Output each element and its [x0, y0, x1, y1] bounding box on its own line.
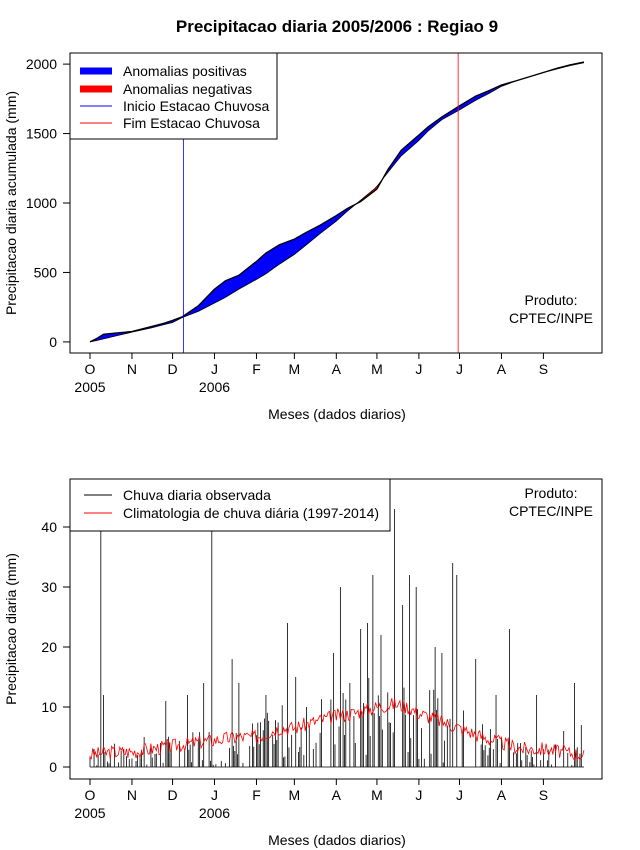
legend-chuva-observada: Chuva diaria observada: [123, 487, 271, 503]
bottom-x-tick-label: S: [539, 787, 548, 803]
top-y-tick-label: 2000: [26, 56, 57, 72]
legend-anomalias-positivas: Anomalias positivas: [123, 63, 247, 79]
bottom-y-tick-label: 40: [41, 519, 57, 535]
legend-climatologia: Climatologia de chuva diária (1997-2014): [123, 505, 379, 521]
top-y-tick-label: 1500: [26, 126, 57, 142]
top-x-tick-label: A: [332, 361, 342, 377]
bottom-credit-line2: CPTEC/INPE: [509, 503, 593, 519]
bottom-x-tick-label: J: [415, 787, 422, 803]
top-x-axis: O N D J F M A M J J A S 2005 2006: [74, 353, 548, 395]
bottom-credit-line1: Produto:: [525, 485, 578, 501]
bottom-x-axis: O N D J F M A M J J A S 2005 2006: [74, 779, 548, 821]
top-panel: 0 500 1000 1500 2000 O N D J F M A M J J A S 2005 2006 Pr…: [3, 52, 603, 422]
bottom-plot-elements: [89, 509, 585, 768]
climatology-daily-line: [89, 698, 585, 762]
bottom-x-tick-label: A: [497, 787, 507, 803]
bottom-year-label: 2006: [199, 805, 230, 821]
top-x-tick-label: J: [211, 361, 218, 377]
bottom-x-tick-label: O: [85, 787, 96, 803]
legend-fim-estacao: Fim Estacao Chuvosa: [123, 115, 260, 131]
bottom-y-axis: 0 10 20 30 40: [41, 519, 70, 775]
bottom-legend: Chuva diaria observada Climatologia de c…: [69, 478, 391, 532]
top-x-tick-label: M: [371, 361, 383, 377]
legend-anomalias-negativas: Anomalias negativas: [123, 81, 252, 97]
observed-cumulative-line: [89, 61, 585, 343]
bottom-x-tick-label: M: [289, 787, 301, 803]
top-credit-line2: CPTEC/INPE: [509, 310, 593, 326]
top-year-label: 2005: [74, 379, 105, 395]
bottom-y-axis-label: Precipitacao diaria (mm): [3, 553, 19, 705]
bottom-x-tick-label: A: [332, 787, 342, 803]
top-x-tick-label: O: [85, 361, 96, 377]
top-y-axis-label: Precipitacao diaria acumulada (mm): [3, 91, 19, 315]
chart-title: Precipitacao diaria 2005/2006 : Regiao 9: [176, 17, 498, 36]
legend-inicio-estacao: Inicio Estacao Chuvosa: [123, 98, 270, 114]
bottom-x-tick-label: M: [371, 787, 383, 803]
top-x-tick-label: D: [167, 361, 177, 377]
top-x-tick-label: N: [127, 361, 137, 377]
bottom-y-tick-label: 0: [49, 759, 57, 775]
bottom-y-tick-label: 10: [41, 699, 57, 715]
top-x-tick-label: S: [539, 361, 548, 377]
bottom-year-label: 2005: [74, 805, 105, 821]
top-legend-box: [69, 52, 278, 140]
top-credit-line1: Produto:: [525, 292, 578, 308]
top-y-tick-label: 1000: [26, 195, 57, 211]
top-y-tick-label: 0: [49, 334, 57, 350]
top-x-tick-label: A: [497, 361, 507, 377]
climatology-cumulative-line: [89, 62, 585, 343]
top-x-tick-label: M: [289, 361, 301, 377]
top-year-label: 2006: [199, 379, 230, 395]
bottom-x-tick-label: J: [211, 787, 218, 803]
bottom-panel: 0 10 20 30 40 O N D J F M A M J J A S 2005 2006 Precipita…: [3, 478, 603, 848]
bottom-y-tick-label: 30: [41, 579, 57, 595]
top-x-tick-label: F: [252, 361, 261, 377]
bottom-x-tick-label: J: [456, 787, 463, 803]
bottom-y-tick-label: 20: [41, 639, 57, 655]
top-x-tick-label: J: [415, 361, 422, 377]
bottom-x-tick-label: N: [127, 787, 137, 803]
bottom-legend-box: [69, 478, 391, 532]
top-legend: Anomalias positivas Anomalias negativas …: [69, 52, 278, 140]
top-x-axis-label: Meses (dados diarios): [268, 406, 406, 422]
bottom-x-tick-label: D: [167, 787, 177, 803]
top-x-tick-label: J: [456, 361, 463, 377]
bottom-x-tick-label: F: [252, 787, 261, 803]
top-y-axis: 0 500 1000 1500 2000: [26, 56, 70, 350]
bottom-x-axis-label: Meses (dados diarios): [268, 832, 406, 848]
top-y-tick-label: 500: [34, 264, 58, 280]
